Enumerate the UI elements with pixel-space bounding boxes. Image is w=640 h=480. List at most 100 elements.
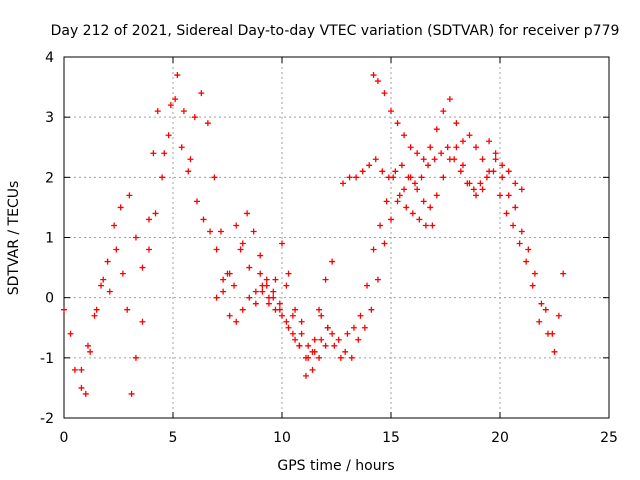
y-tick-label: -2 bbox=[40, 411, 54, 427]
data-point bbox=[106, 288, 113, 295]
data-point bbox=[231, 282, 238, 289]
data-point bbox=[187, 156, 194, 163]
gridlines bbox=[64, 57, 609, 418]
data-point bbox=[503, 210, 510, 217]
x-axis-title: GPS time / hours bbox=[277, 458, 394, 474]
plot-frame bbox=[63, 56, 610, 419]
data-point bbox=[459, 162, 466, 169]
data-point bbox=[466, 180, 473, 187]
data-point bbox=[479, 186, 486, 193]
x-tick-label: 5 bbox=[169, 430, 178, 446]
data-point bbox=[529, 282, 536, 289]
data-point bbox=[276, 300, 283, 307]
data-point bbox=[311, 348, 318, 355]
data-point bbox=[425, 162, 432, 169]
data-point bbox=[505, 192, 512, 199]
data-point bbox=[544, 330, 551, 337]
data-point bbox=[104, 258, 111, 265]
data-point bbox=[414, 186, 421, 193]
data-point bbox=[207, 228, 214, 235]
data-point bbox=[359, 168, 366, 175]
data-point bbox=[224, 270, 231, 277]
data-point bbox=[385, 174, 392, 181]
data-point bbox=[344, 330, 351, 337]
x-tick-label: 20 bbox=[491, 430, 509, 446]
data-point bbox=[237, 246, 244, 253]
data-point bbox=[180, 108, 187, 115]
data-point bbox=[381, 90, 388, 97]
data-point bbox=[538, 300, 545, 307]
x-tick-label: 25 bbox=[600, 430, 618, 446]
y-tick-label: 2 bbox=[45, 170, 54, 186]
data-point bbox=[516, 240, 523, 247]
data-point bbox=[531, 270, 538, 277]
data-point bbox=[244, 210, 251, 217]
data-point bbox=[499, 162, 506, 169]
data-point bbox=[139, 318, 146, 325]
data-point bbox=[483, 174, 490, 181]
data-point bbox=[93, 306, 100, 313]
data-point bbox=[174, 72, 181, 79]
data-point bbox=[512, 204, 519, 211]
data-point bbox=[119, 270, 126, 277]
data-point bbox=[191, 114, 198, 121]
data-point bbox=[289, 330, 296, 337]
data-point bbox=[374, 78, 381, 85]
data-point bbox=[270, 288, 277, 295]
data-point bbox=[78, 366, 85, 373]
data-point bbox=[250, 228, 257, 235]
data-point bbox=[246, 294, 253, 301]
data-point bbox=[220, 276, 227, 283]
data-point bbox=[124, 306, 131, 313]
data-point bbox=[217, 228, 224, 235]
data-point bbox=[257, 252, 264, 259]
data-point bbox=[409, 210, 416, 217]
data-point bbox=[403, 204, 410, 211]
data-point bbox=[518, 186, 525, 193]
data-point bbox=[213, 246, 220, 253]
data-point bbox=[357, 312, 364, 319]
data-point bbox=[292, 336, 299, 343]
data-point bbox=[252, 288, 259, 295]
data-point bbox=[477, 180, 484, 187]
data-point bbox=[71, 366, 78, 373]
data-point bbox=[296, 342, 303, 349]
data-point bbox=[394, 120, 401, 127]
data-point bbox=[265, 300, 272, 307]
data-point bbox=[414, 150, 421, 157]
data-point bbox=[292, 306, 299, 313]
data-point bbox=[193, 198, 200, 205]
data-point bbox=[420, 198, 427, 205]
data-point bbox=[146, 246, 153, 253]
data-point bbox=[257, 270, 264, 277]
data-point bbox=[555, 312, 562, 319]
data-point bbox=[233, 318, 240, 325]
data-point bbox=[298, 330, 305, 337]
data-point bbox=[337, 354, 344, 361]
data-point bbox=[429, 222, 436, 229]
data-point bbox=[398, 162, 405, 169]
data-point bbox=[346, 174, 353, 181]
data-point bbox=[470, 186, 477, 193]
data-point bbox=[309, 366, 316, 373]
data-point bbox=[178, 144, 185, 151]
data-point bbox=[370, 246, 377, 253]
data-point bbox=[431, 156, 438, 163]
data-point bbox=[459, 138, 466, 145]
data-point bbox=[427, 204, 434, 211]
data-point bbox=[263, 282, 270, 289]
data-point bbox=[422, 222, 429, 229]
data-point bbox=[560, 270, 567, 277]
data-point bbox=[305, 342, 312, 349]
data-point bbox=[246, 264, 253, 271]
data-point bbox=[329, 330, 336, 337]
y-tick-label: 1 bbox=[45, 231, 54, 247]
data-point bbox=[283, 282, 290, 289]
x-tick-label: 0 bbox=[60, 430, 69, 446]
data-point bbox=[132, 234, 139, 241]
data-point bbox=[510, 222, 517, 229]
data-point bbox=[551, 348, 558, 355]
data-point bbox=[523, 258, 530, 265]
data-point bbox=[368, 306, 375, 313]
